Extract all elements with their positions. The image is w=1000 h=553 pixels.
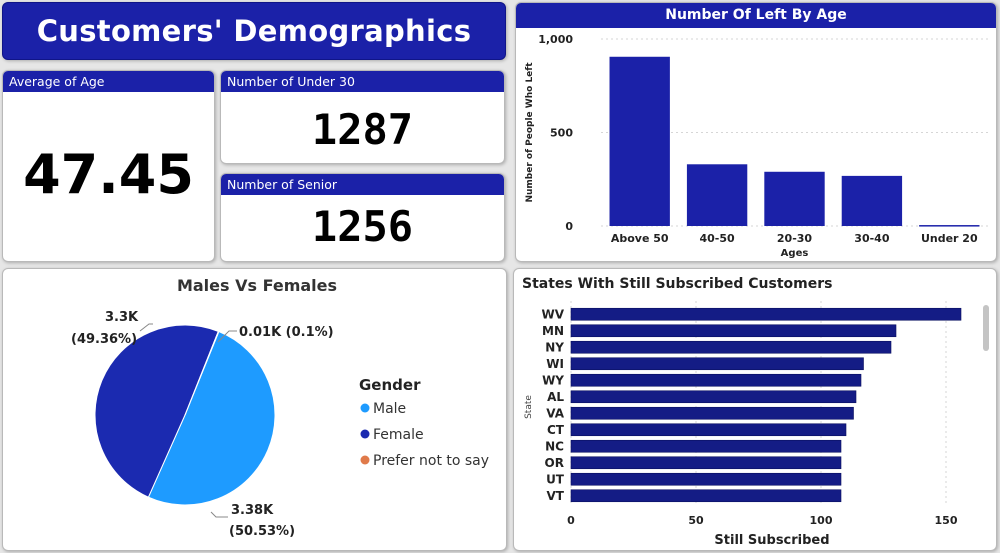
age-bar-chart: 0 500 1,000 Above 50 40-50 20-30 30-40 Under 20… [525,33,988,259]
x-axis-label: Ages [781,248,809,259]
y-axis-label: State [524,395,534,419]
leader-line-male [210,511,228,518]
age-chart-title: Number Of Left By Age [516,3,996,28]
bar-40-50 [686,164,748,226]
bar-al [570,390,857,404]
data-label-male-percent: (50.53%) [229,524,295,539]
kpi-card-senior[interactable]: Number of Senior 1256 [220,173,505,262]
data-label-female-percent: (49.36%) [71,332,137,347]
pie-slice-prefer-not-to-say [184,330,220,416]
legend-title: Gender [359,376,421,394]
data-label-prefer-not: 0.01K (0.1%) [239,325,334,340]
states-bar-chart: States With Still Subscribed Customers 0 5… [522,276,989,548]
leader-line-female [139,323,153,332]
kpi-label-average-age: Average of Age [3,71,214,92]
y-tick-label: 500 [550,127,573,140]
y-tick-label: MN [542,324,564,338]
legend-item-female: Female [373,427,424,443]
kpi-value-senior: 1256 [311,202,414,251]
legend-marker-female [360,429,370,439]
legend-item-male: Male [373,401,406,417]
bar-30-40 [841,175,903,226]
y-tick-label: VT [547,489,565,503]
y-tick-label: 1,000 [538,33,573,46]
kpi-label-under-30: Number of Under 30 [221,71,504,92]
x-tick-label: Under 20 [921,232,978,245]
x-tick-label: 50 [688,514,704,527]
x-tick-label: 100 [810,514,833,527]
bar-ct [570,423,847,437]
dashboard-title: Customers' Demographics [36,14,472,48]
y-tick-label: VA [546,406,564,420]
data-label-male-value: 3.38K [231,503,274,518]
y-tick-label: WY [542,373,564,387]
y-tick-label: WI [546,357,564,371]
pie-slice-female [94,324,219,498]
gender-chart-card[interactable]: Males Vs Females 3.38K (50.53%) 3.3K (49.36%… [2,268,507,551]
bar-wy [570,373,862,387]
x-tick-label: 20-30 [777,232,813,245]
kpi-card-average-age[interactable]: Average of Age 47.45 [2,70,215,262]
bar-nc [570,439,842,453]
y-tick-label: OR [545,456,564,470]
y-tick-label: NC [545,439,564,453]
x-tick-label: 40-50 [700,232,736,245]
gender-chart-title: Males Vs Females [177,276,337,295]
states-chart-title: States With Still Subscribed Customers [522,276,832,292]
x-tick-label: 30-40 [854,232,890,245]
states-chart-card[interactable]: States With Still Subscribed Customers 0 5… [513,268,997,551]
bar-wi [570,357,864,371]
y-tick-label: 0 [565,220,573,233]
pie-slice-male [147,330,276,506]
bar-20-30 [764,171,825,226]
legend-marker-prefer-not-to-say [360,455,370,465]
gender-pie-chart: Males Vs Females 3.38K (50.53%) 3.3K (49.36%… [71,276,489,539]
y-tick-label: UT [546,472,565,486]
bar-wv [570,307,962,321]
kpi-value-under-30: 1287 [311,105,414,154]
bar-under-20 [919,225,980,227]
bar-ut [570,472,842,486]
bar-mn [570,324,897,338]
bar-va [570,406,854,420]
kpi-card-under-30[interactable]: Number of Under 30 1287 [220,70,505,164]
bar-vt [570,489,842,503]
legend-item-prefer-not-to-say: Prefer not to say [373,453,489,469]
kpi-label-senior: Number of Senior [221,174,504,195]
y-tick-label: AL [547,390,564,404]
kpi-value-average-age: 47.45 [23,143,194,206]
leader-line-prefer-not [217,330,237,343]
y-tick-label: NY [545,340,564,354]
x-axis-label: Still Subscribed [714,533,829,548]
y-tick-label: CT [547,423,565,437]
legend-marker-male [360,403,370,413]
dashboard-title-banner: Customers' Demographics [2,2,506,60]
y-tick-label: WV [541,307,564,321]
vertical-scrollbar [983,305,989,351]
y-axis-label: Number of People Who Left [525,62,535,203]
x-tick-label: Above 50 [611,232,669,245]
bar-or [570,456,842,470]
data-label-female-value: 3.3K [105,310,139,325]
x-tick-label: 150 [935,514,958,527]
age-chart-card[interactable]: Number Of Left By Age 0 500 1,000 Above 50 4… [515,2,997,262]
bar-ny [570,340,892,354]
x-tick-label: 0 [567,514,575,527]
bar-above-50 [609,56,670,226]
